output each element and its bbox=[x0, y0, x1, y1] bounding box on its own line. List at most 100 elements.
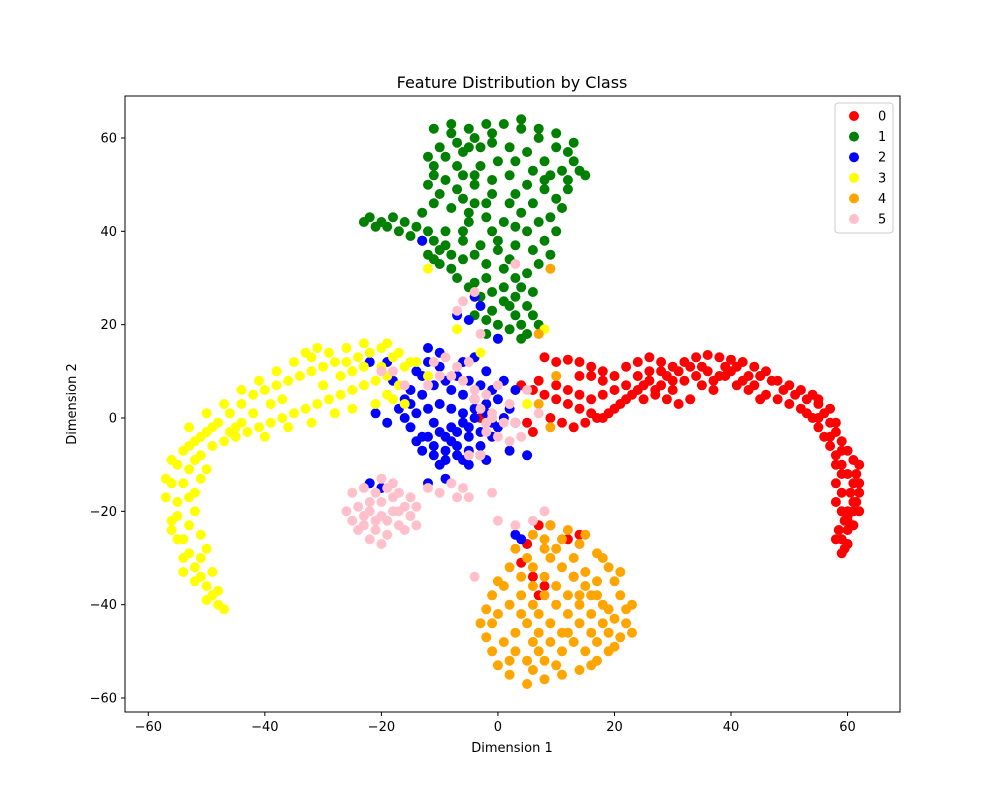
data-point bbox=[749, 361, 760, 372]
data-point bbox=[743, 385, 754, 395]
data-point bbox=[353, 525, 364, 535]
data-point bbox=[347, 366, 358, 377]
data-point bbox=[242, 427, 253, 437]
data-point bbox=[230, 422, 241, 433]
data-point bbox=[300, 347, 311, 358]
data-point bbox=[516, 431, 527, 442]
data-point bbox=[539, 352, 550, 363]
data-point bbox=[289, 408, 299, 419]
data-point bbox=[458, 389, 468, 400]
data-point bbox=[347, 403, 358, 414]
data-point bbox=[592, 413, 602, 423]
data-point bbox=[498, 637, 509, 647]
data-point bbox=[830, 417, 841, 428]
data-point bbox=[813, 394, 824, 405]
data-point bbox=[201, 595, 212, 605]
data-point bbox=[801, 408, 812, 419]
legend: 0 1 2 3 4 5 bbox=[834, 102, 894, 234]
data-point bbox=[609, 613, 620, 624]
data-point bbox=[516, 590, 527, 601]
data-point bbox=[487, 128, 498, 139]
data-point bbox=[492, 235, 503, 246]
data-point bbox=[586, 371, 597, 381]
data-point bbox=[667, 385, 678, 395]
data-point bbox=[498, 581, 509, 591]
data-point bbox=[475, 161, 486, 171]
data-point bbox=[516, 114, 527, 125]
series-4 bbox=[475, 263, 637, 689]
data-point bbox=[160, 473, 171, 484]
data-point bbox=[411, 501, 422, 512]
data-point bbox=[830, 478, 841, 489]
data-point bbox=[621, 361, 632, 372]
data-point bbox=[189, 576, 200, 587]
data-point bbox=[195, 473, 206, 484]
data-point bbox=[784, 399, 795, 409]
data-point bbox=[364, 534, 375, 545]
data-point bbox=[545, 249, 556, 260]
data-point bbox=[562, 147, 573, 157]
data-point bbox=[510, 240, 521, 251]
data-point bbox=[825, 431, 836, 442]
data-point bbox=[481, 389, 492, 400]
data-point bbox=[830, 459, 841, 470]
data-point bbox=[632, 357, 643, 367]
data-point bbox=[574, 599, 585, 610]
data-point bbox=[184, 422, 195, 433]
data-point bbox=[516, 282, 527, 293]
data-point bbox=[726, 354, 736, 365]
data-point bbox=[428, 170, 439, 181]
data-point bbox=[527, 562, 538, 573]
data-point bbox=[458, 193, 468, 204]
data-point bbox=[353, 352, 364, 363]
data-point bbox=[551, 581, 562, 591]
data-point bbox=[160, 492, 171, 503]
data-point bbox=[207, 422, 218, 433]
series-1 bbox=[358, 114, 591, 344]
data-point bbox=[545, 637, 556, 647]
data-point bbox=[551, 193, 562, 204]
data-point bbox=[545, 413, 556, 423]
data-point bbox=[533, 375, 544, 386]
data-point bbox=[195, 553, 206, 563]
data-point bbox=[539, 506, 550, 517]
data-point bbox=[277, 413, 288, 423]
data-point bbox=[341, 343, 352, 353]
data-point bbox=[551, 371, 562, 381]
data-point bbox=[323, 394, 334, 405]
data-point bbox=[358, 217, 369, 227]
data-point bbox=[423, 431, 433, 442]
data-point bbox=[463, 450, 474, 461]
data-point bbox=[318, 380, 329, 391]
data-point bbox=[522, 679, 533, 689]
data-point bbox=[458, 408, 468, 419]
data-point bbox=[527, 165, 538, 176]
data-point bbox=[510, 543, 521, 554]
data-point bbox=[388, 478, 398, 489]
data-point bbox=[458, 483, 468, 493]
data-point bbox=[580, 646, 591, 657]
data-point bbox=[475, 403, 486, 414]
data-point bbox=[417, 235, 428, 246]
data-point bbox=[522, 417, 533, 428]
data-point bbox=[492, 319, 503, 330]
data-point bbox=[423, 483, 433, 493]
data-point bbox=[574, 539, 585, 549]
data-point bbox=[388, 492, 398, 503]
data-point bbox=[265, 399, 276, 409]
data-point bbox=[283, 422, 294, 433]
data-point bbox=[833, 525, 844, 535]
data-point bbox=[527, 515, 538, 526]
data-point bbox=[487, 226, 498, 237]
data-point bbox=[522, 399, 533, 409]
data-point bbox=[545, 422, 556, 433]
data-point bbox=[399, 413, 410, 423]
data-point bbox=[423, 343, 433, 353]
data-point bbox=[428, 441, 439, 451]
data-point bbox=[335, 389, 346, 400]
data-point bbox=[259, 385, 270, 395]
data-point bbox=[632, 371, 643, 381]
data-point bbox=[487, 189, 498, 199]
data-point bbox=[510, 291, 521, 302]
data-point bbox=[411, 408, 422, 419]
